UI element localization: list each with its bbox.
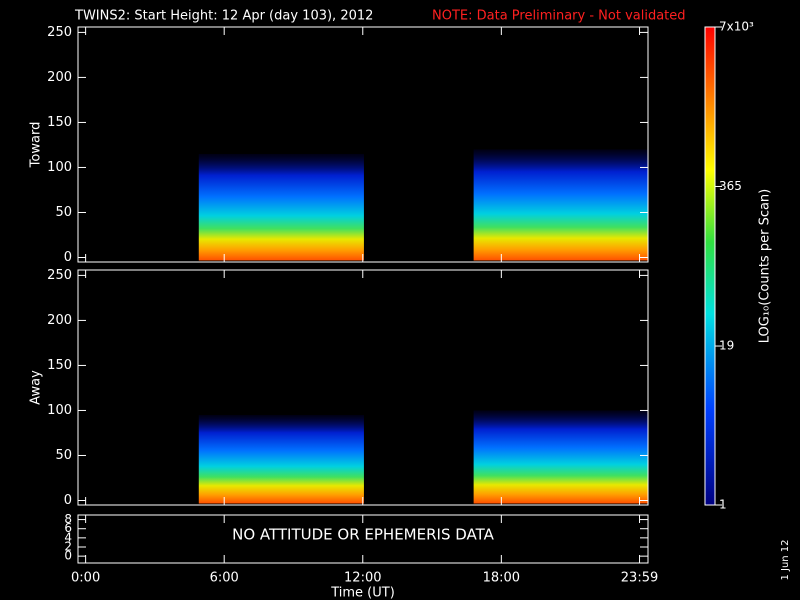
colorbar-tick-label: 365 <box>719 179 742 193</box>
message: NO ATTITUDE OR EPHEMERIS DATA <box>232 526 495 544</box>
y-tick-label: 100 <box>47 160 72 175</box>
y-axis-label: Toward <box>29 122 44 169</box>
y-tick-label: 0 <box>64 549 72 563</box>
y-tick-label: 100 <box>47 403 72 418</box>
x-axis-label: Time (UT) <box>330 586 395 600</box>
title: TWINS2: Start Height: 12 Apr (day 103), … <box>74 9 373 24</box>
y-tick-label: 200 <box>47 313 72 328</box>
colorbar <box>704 26 716 506</box>
data-block <box>198 414 364 504</box>
note: NOTE: Data Preliminary - Not validated <box>432 9 686 24</box>
colorbar-tick-label: 19 <box>719 339 734 353</box>
x-tick-label: 12:00 <box>344 571 381 586</box>
data-block <box>473 149 648 261</box>
y-tick-label: 6 <box>64 521 72 535</box>
y-tick-label: 50 <box>55 448 72 463</box>
y-tick-label: 8 <box>64 512 72 526</box>
x-tick-label: 23:59 <box>621 571 658 586</box>
y-axis-label: Away <box>29 370 44 405</box>
x-tick-label: 6:00 <box>210 571 239 586</box>
data-block <box>473 410 648 504</box>
x-tick-label: 18:00 <box>483 571 520 586</box>
colorbar-tick-label: 1 <box>719 498 727 512</box>
x-tick-label: 0:00 <box>71 571 100 586</box>
y-tick-label: 150 <box>47 358 72 373</box>
footer-date: 1 Jun 12 <box>780 539 791 580</box>
y-tick-label: 200 <box>47 70 72 85</box>
colorbar-label: LOG₁₀(Counts per Scan) <box>758 189 773 344</box>
data-block <box>198 153 364 261</box>
y-tick-label: 4 <box>64 530 72 544</box>
y-tick-label: 250 <box>47 268 72 283</box>
colorbar-tick-label: 7x10³ <box>719 20 754 34</box>
y-tick-label: 250 <box>47 25 72 40</box>
y-tick-label: 0 <box>64 250 72 265</box>
y-tick-label: 2 <box>64 540 72 554</box>
y-tick-label: 0 <box>64 493 72 508</box>
y-tick-label: 150 <box>47 115 72 130</box>
y-tick-label: 50 <box>55 205 72 220</box>
